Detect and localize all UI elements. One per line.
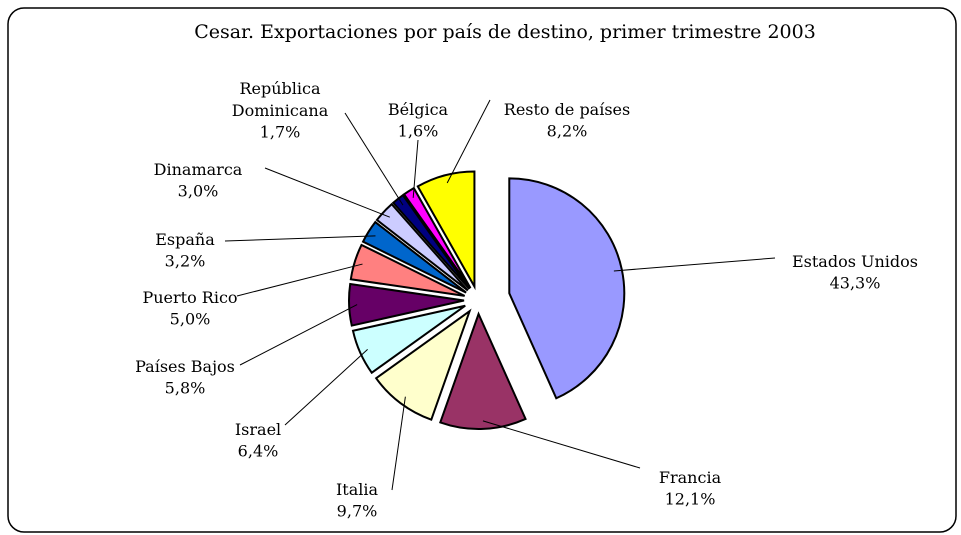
slice-label: Estados Unidos: [792, 252, 918, 271]
slice-label-line: Dinamarca: [154, 160, 243, 179]
pie-slice: [439, 311, 527, 430]
leader-line: [239, 304, 358, 366]
value-label: 12,1%: [665, 490, 716, 509]
value-label: 9,7%: [337, 502, 378, 521]
pie-slice: [374, 308, 472, 421]
value-label: 6,4%: [238, 442, 279, 461]
leader-line: [264, 167, 391, 218]
chart-title: Cesar. Exportaciones por país de destino…: [194, 21, 816, 43]
leader-line: [344, 112, 404, 206]
slice-label-line: Dominicana: [232, 101, 329, 120]
slice-label: República Dominicana: [232, 79, 329, 120]
value-label: 3,0%: [178, 182, 219, 201]
slice-label: Puerto Rico: [142, 288, 237, 307]
leader-line: [284, 349, 368, 426]
pie-slice: [416, 170, 476, 291]
pie-slice: [351, 304, 466, 375]
leader-line: [224, 235, 376, 242]
slice-label: Francia: [659, 468, 722, 487]
slice-label: Israel: [235, 420, 281, 439]
slice-label-line: Bélgica: [388, 100, 449, 119]
slice-label-line: España: [155, 230, 215, 249]
slice-label: Dinamarca: [154, 160, 243, 179]
value-label: 1,7%: [260, 123, 301, 142]
pie-slice: [348, 282, 465, 327]
slice-label: Italia: [336, 480, 379, 499]
leader-line: [446, 99, 491, 184]
value-label: 5,0%: [170, 310, 211, 329]
slice-label-line: Puerto Rico: [142, 288, 237, 307]
slice-label-line: Estados Unidos: [792, 252, 918, 271]
pie-slice: [508, 177, 626, 400]
leader-line: [412, 139, 419, 198]
slice-label-line: Israel: [235, 420, 281, 439]
chart-frame: [7, 7, 957, 533]
value-label: 5,8%: [165, 379, 206, 398]
leader-line: [482, 420, 641, 469]
slice-label-line: Italia: [336, 480, 379, 499]
slice-label: Bélgica: [388, 100, 449, 119]
value-label: 1,6%: [398, 122, 439, 141]
value-label: 43,3%: [830, 274, 881, 293]
leader-line: [391, 396, 406, 491]
slice-label-line: Países Bajos: [135, 357, 235, 376]
slice-label: España: [155, 230, 215, 249]
pie-slice: [361, 220, 467, 294]
value-label: 3,2%: [165, 252, 206, 271]
slice-label-line: Resto de países: [504, 100, 630, 119]
slice-label-line: Francia: [659, 468, 722, 487]
slice-label-line: República: [239, 79, 321, 98]
leader-line: [613, 257, 776, 272]
pie-slice: [391, 193, 471, 290]
slice-label: Países Bajos: [135, 357, 235, 376]
pie-slice: [375, 202, 469, 292]
leader-line: [236, 263, 363, 297]
slice-label: Resto de países: [504, 100, 630, 119]
pie-slice: [349, 243, 466, 297]
value-label: 8,2%: [547, 122, 588, 141]
